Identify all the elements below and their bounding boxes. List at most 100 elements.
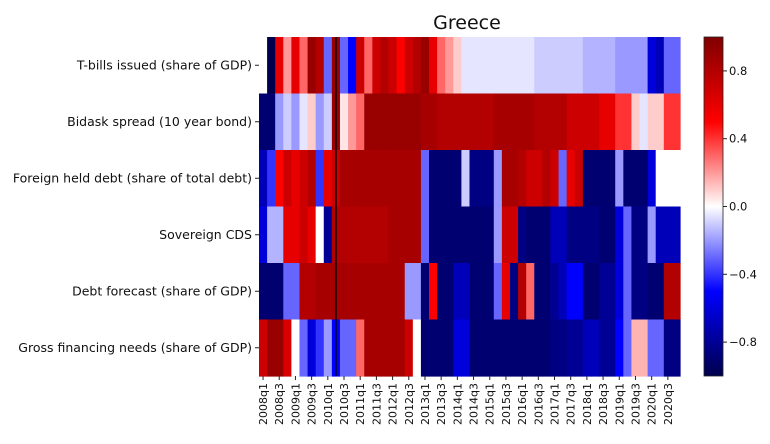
heatmap-cell — [445, 150, 454, 208]
heatmap-cell — [283, 206, 292, 264]
heatmap-cell — [299, 150, 309, 208]
heatmap-cell — [663, 37, 673, 95]
heatmap-cell — [429, 93, 438, 151]
heatmap-cell — [599, 319, 608, 377]
heatmap-cell — [590, 37, 600, 95]
heatmap-cell — [291, 263, 301, 321]
heatmap-cell — [615, 150, 624, 208]
heatmap-cell — [671, 150, 681, 208]
row-labels: T-bills issued (share of GDP) Bidask spre… — [13, 57, 259, 355]
heatmap-cell — [461, 319, 471, 377]
heatmap-cell — [501, 319, 511, 377]
heatmap-cell — [671, 319, 681, 377]
heatmap-cell — [501, 93, 511, 151]
heatmap-cell — [437, 37, 446, 95]
heatmap-cell — [461, 93, 471, 151]
heatmap-cell — [639, 319, 649, 377]
column-label: 2013q1 — [419, 383, 432, 425]
heatmap-cell — [518, 206, 527, 264]
column-labels: 2008q1 2008q3 2009q1 2009q3 2010q1 2010q3 2011… — [257, 376, 675, 425]
heatmap-cell — [485, 37, 495, 95]
heatmap-cell — [518, 319, 527, 377]
heatmap-cell — [477, 319, 487, 377]
heatmap-cell — [477, 150, 487, 208]
heatmap-cell — [518, 93, 527, 151]
heatmap-cell — [501, 150, 511, 208]
heatmap-cell — [631, 206, 641, 264]
heatmap-cell — [582, 263, 592, 321]
row-label: Sovereign CDS — [159, 227, 252, 242]
heatmap-cell — [396, 150, 406, 208]
heatmap-cell — [623, 93, 633, 151]
heatmap-cell — [590, 206, 600, 264]
heatmap-cell — [558, 93, 568, 151]
colorbar-tick-label: 0.8 — [729, 64, 747, 78]
heatmap-cell — [453, 150, 463, 208]
heatmap-cell — [267, 263, 276, 321]
heatmap-cell — [404, 93, 414, 151]
heatmap-cell — [623, 319, 633, 377]
heatmap-cell — [364, 206, 373, 264]
heatmap-cell — [582, 93, 592, 151]
heatmap-cell — [566, 37, 576, 95]
heatmap-cell — [275, 206, 284, 264]
heatmap-cell — [380, 150, 390, 208]
heatmap-cell — [590, 263, 600, 321]
heatmap-cell — [372, 93, 382, 151]
heatmap-cell — [582, 206, 592, 264]
heatmap-cell — [437, 206, 446, 264]
column-label: 2018q1 — [581, 383, 594, 425]
heatmap-cell — [534, 319, 543, 377]
heatmap-cell — [534, 150, 543, 208]
heatmap-cell — [437, 150, 446, 208]
heatmap-cell — [526, 206, 535, 264]
heatmap-cell — [542, 93, 552, 151]
heatmap-cell — [542, 319, 552, 377]
heatmap-cell — [372, 263, 382, 321]
column-label: 2014q1 — [451, 383, 464, 425]
heatmap-cell — [323, 93, 333, 151]
chart-title: Greece — [433, 12, 501, 34]
heatmap-cell — [469, 93, 479, 151]
heatmap-cell — [420, 206, 430, 264]
heatmap-cell — [307, 37, 317, 95]
heatmap-cell — [348, 93, 357, 151]
heatmap-cell — [493, 263, 503, 321]
heatmap-cell — [315, 319, 325, 377]
heatmap-cell — [655, 93, 665, 151]
heatmap-cell — [307, 263, 317, 321]
heatmap-cell — [542, 37, 552, 95]
heatmap-cell — [323, 263, 333, 321]
heatmap-cell — [469, 263, 479, 321]
heatmap-cell — [291, 319, 301, 377]
heatmap-cell — [599, 93, 608, 151]
heatmap-cell — [639, 263, 649, 321]
heatmap-cell — [396, 206, 406, 264]
heatmap-cell — [671, 37, 681, 95]
heatmap-cell — [534, 206, 543, 264]
heatmap-cell — [267, 319, 276, 377]
heatmap-cell — [283, 37, 292, 95]
heatmap-cell — [372, 37, 382, 95]
heatmap-cell — [469, 319, 479, 377]
heatmap-cell — [623, 206, 633, 264]
column-label: 2016q1 — [516, 383, 529, 425]
heatmap-cell — [445, 37, 454, 95]
heatmap-cell — [323, 206, 333, 264]
heatmap-cell — [663, 206, 673, 264]
heatmap-cell — [372, 319, 382, 377]
heatmap-cell — [299, 206, 309, 264]
heatmap-cell — [639, 150, 649, 208]
heatmap-cell — [671, 206, 681, 264]
heatmap-cell — [445, 206, 454, 264]
column-label: 2009q3 — [306, 383, 319, 425]
heatmap-cell — [396, 93, 406, 151]
heatmap-cell — [364, 263, 373, 321]
heatmap-cell — [259, 263, 268, 321]
heatmap-cell — [550, 37, 560, 95]
heatmap-cell — [453, 93, 463, 151]
heatmap-cell — [356, 263, 365, 321]
heatmap-cell — [509, 206, 519, 264]
